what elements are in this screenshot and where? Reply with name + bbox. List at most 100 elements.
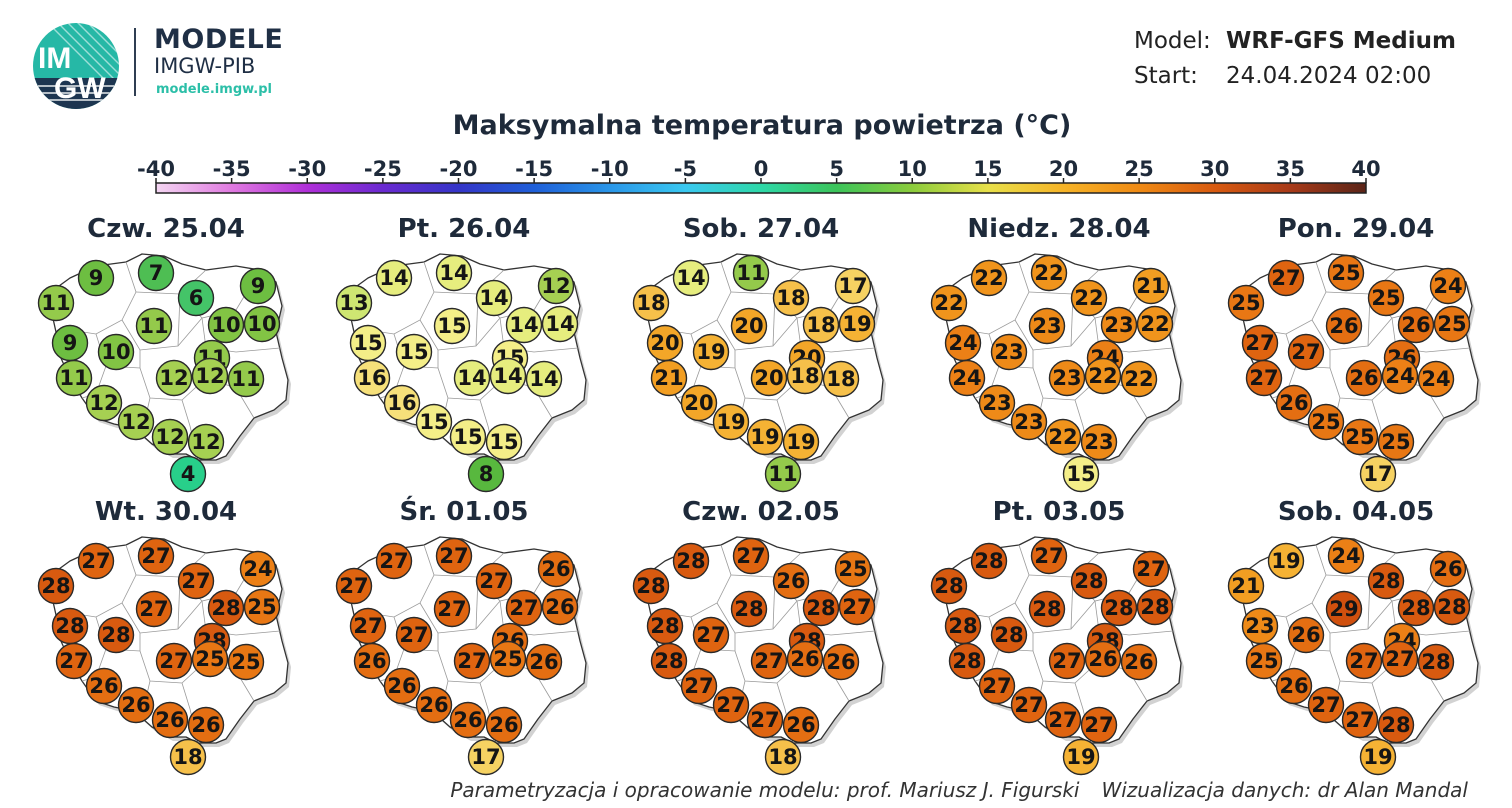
temperature-marker	[77, 542, 115, 580]
temperature-value: 25	[1371, 286, 1400, 310]
temperature-value: 11	[59, 366, 88, 390]
day-title-6: Wt. 30.04	[94, 497, 238, 527]
temperature-marker	[1132, 550, 1170, 588]
scale-tick-label: -10	[591, 157, 629, 181]
voivodeship-border	[1014, 600, 1096, 634]
voivodeship-border	[716, 600, 798, 634]
temperature-marker	[1030, 254, 1068, 292]
temperature-marker	[1267, 542, 1305, 580]
temperature-marker	[1377, 706, 1415, 744]
temperature-value: 27	[1271, 266, 1300, 290]
temperature-marker	[55, 359, 93, 397]
temperature-marker	[207, 589, 245, 627]
temperature-marker	[1030, 537, 1068, 575]
temperature-marker	[764, 738, 802, 776]
temperature-marker	[37, 567, 75, 605]
temperature-marker	[1028, 590, 1066, 628]
day-title-7: Śr. 01.05	[399, 497, 529, 527]
temperature-value: 22	[1074, 286, 1103, 310]
temperature-marker	[433, 307, 471, 345]
temperature-marker	[97, 333, 135, 371]
temperature-value: 27	[1385, 647, 1414, 671]
credits-viz: Wizualizacja danych: dr Alan Mandal	[1101, 778, 1468, 802]
temperature-marker	[1136, 305, 1174, 343]
scale-tick-label: 10	[898, 157, 927, 181]
brand-url-link[interactable]: modele.imgw.pl	[156, 82, 272, 97]
temperature-value: 19	[1271, 549, 1300, 573]
temperature-marker	[1080, 423, 1118, 461]
temperature-value: 27	[339, 574, 368, 598]
scale-tick-label: -30	[288, 157, 326, 181]
temperature-marker	[151, 418, 189, 456]
temperature-marker	[1084, 357, 1122, 395]
temperature-value: 24	[1433, 274, 1462, 298]
temperature-value: 14	[379, 266, 408, 290]
temperature-value: 27	[379, 549, 408, 573]
temperature-value: 25	[1311, 410, 1340, 434]
temperature-value: 20	[734, 314, 763, 338]
temperature-marker	[650, 359, 688, 397]
temperature-value: 22	[1088, 364, 1117, 388]
scale-tick-label: 35	[1276, 157, 1305, 181]
temperature-value: 22	[974, 266, 1003, 290]
temperature-value: 26	[1291, 623, 1320, 647]
temperature-value: 14	[493, 364, 522, 388]
temperature-marker	[1010, 403, 1048, 441]
temperature-value: 28	[650, 614, 679, 638]
scale-tick-label: -20	[440, 157, 478, 181]
temperature-value: 26	[1401, 313, 1430, 337]
temperature-marker	[1080, 706, 1118, 744]
temperature-marker	[732, 537, 770, 575]
temperature-marker	[1010, 686, 1048, 724]
temperature-value: 12	[121, 410, 150, 434]
temperature-value: 18	[636, 291, 665, 315]
temperature-marker	[505, 306, 543, 344]
temperature-marker	[1377, 423, 1415, 461]
temperature-marker	[746, 701, 784, 739]
temperature-value: 26	[1124, 650, 1153, 674]
imgw-logo: IM GW	[33, 23, 119, 109]
temperature-marker	[948, 359, 986, 397]
temperature-value: 26	[545, 595, 574, 619]
temperature-value: 26	[121, 693, 150, 717]
temperature-marker	[1120, 360, 1158, 398]
temperature-marker	[433, 590, 471, 628]
temperature-marker	[383, 384, 421, 422]
temperature-value: 27	[1345, 708, 1374, 732]
temperature-value: 19	[1066, 745, 1095, 769]
temperature-marker	[353, 359, 391, 397]
temperature-marker	[1275, 667, 1313, 705]
temperature-value: 24	[948, 331, 977, 355]
temperature-marker	[177, 562, 215, 600]
temperature-marker	[415, 403, 453, 441]
temperature-value: 26	[387, 674, 416, 698]
temperature-marker	[750, 359, 788, 397]
temperature-marker	[541, 305, 579, 343]
temperature-marker	[537, 550, 575, 588]
scale-tick-label: -5	[674, 157, 697, 181]
temperature-value: 17	[471, 745, 500, 769]
scale-tick-label: -35	[213, 157, 251, 181]
voivodeship-border	[716, 317, 798, 351]
map-day-8: 2827282625282728272828272826262727272618	[632, 536, 886, 776]
logo-separator	[134, 28, 136, 96]
scale-tick-label: 30	[1200, 157, 1229, 181]
temperature-marker	[1381, 357, 1419, 395]
temperature-value: 12	[89, 391, 118, 415]
temperature-value: 23	[1014, 410, 1043, 434]
temperature-value: 28	[41, 574, 70, 598]
temperature-marker	[750, 642, 788, 680]
temperature-marker	[1062, 738, 1100, 776]
temperature-value: 27	[181, 569, 210, 593]
scale-tick-label: 20	[1049, 157, 1078, 181]
temperature-marker	[449, 701, 487, 739]
temperature-value: 27	[754, 649, 783, 673]
temperature-marker	[243, 305, 281, 343]
temperature-value: 7	[149, 261, 164, 285]
temperature-marker	[978, 667, 1016, 705]
temperature-value: 11	[139, 314, 168, 338]
voivodeship-border	[419, 600, 501, 634]
temperature-marker	[786, 640, 824, 678]
temperature-value: 28	[676, 549, 705, 573]
temperature-value: 24	[1385, 364, 1414, 388]
